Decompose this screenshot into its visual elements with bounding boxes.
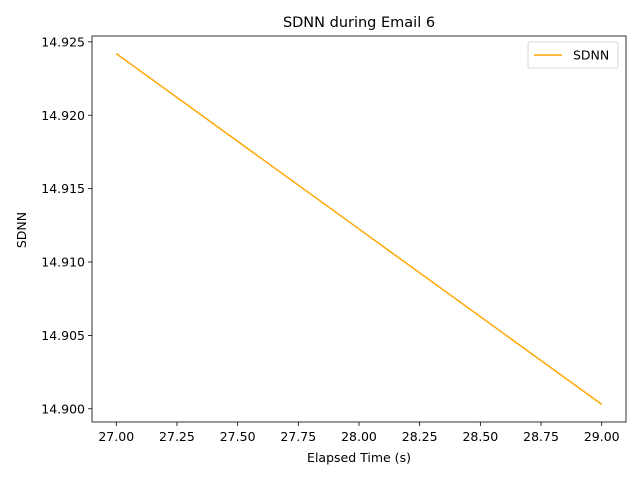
series-line-0 xyxy=(115,53,603,405)
y-tick-label: 14.925 xyxy=(41,34,85,49)
x-tick-label: 28.25 xyxy=(402,429,438,444)
x-tick-label: 27.50 xyxy=(220,429,256,444)
x-axis-label: Elapsed Time (s) xyxy=(307,450,411,465)
y-tick-label: 14.905 xyxy=(41,328,85,343)
x-tick-label: 27.25 xyxy=(159,429,195,444)
x-tick-label: 28.50 xyxy=(462,429,498,444)
chart-title: SDNN during Email 6 xyxy=(283,15,435,31)
x-tick-label: 28.75 xyxy=(523,429,559,444)
legend-label: SDNN xyxy=(573,48,609,63)
y-tick-label: 14.900 xyxy=(41,401,85,416)
x-tick-label: 27.00 xyxy=(98,429,134,444)
y-axis-label: SDNN xyxy=(14,212,29,248)
x-tick-label: 28.00 xyxy=(341,429,377,444)
y-tick-label: 14.920 xyxy=(41,108,85,123)
plot-area: 27.00 27.25 27.50 27.75 28.00 28.25 28.50 28.75… xyxy=(41,34,627,444)
legend: SDNN xyxy=(527,41,619,69)
x-tick-label: 27.75 xyxy=(280,429,316,444)
x-tick-label: 29.00 xyxy=(584,429,620,444)
legend-box xyxy=(527,41,619,69)
y-tick-label: 14.915 xyxy=(41,181,85,196)
y-tick-label: 14.910 xyxy=(41,255,85,270)
